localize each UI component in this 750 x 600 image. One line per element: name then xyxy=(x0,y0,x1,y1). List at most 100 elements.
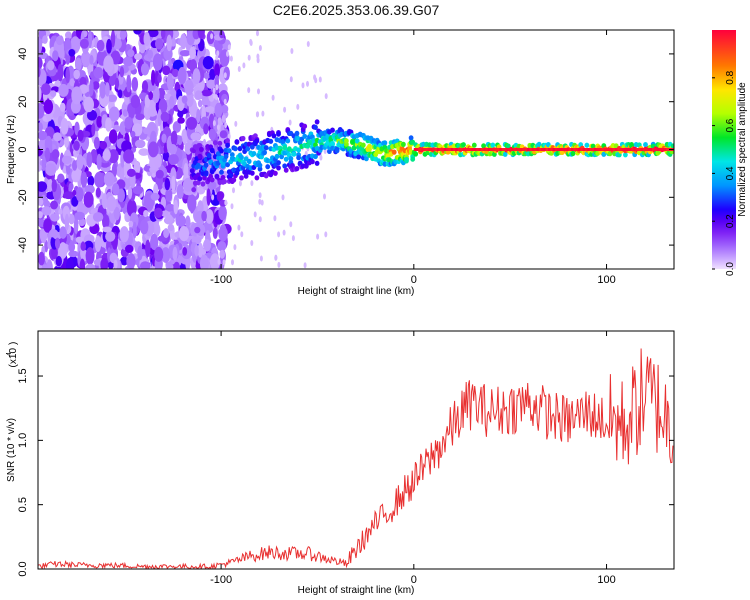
heatmap-noise-cell xyxy=(218,205,227,221)
heatmap-signal-cell xyxy=(443,148,447,151)
heatmap-noise-cell xyxy=(79,258,86,269)
heatmap-signal-cell xyxy=(249,170,255,176)
heatmap-signal-cell xyxy=(288,156,294,162)
heatmap-signal-cell xyxy=(263,145,269,151)
heatmap-noise-cell xyxy=(58,83,69,97)
heatmap-signal-cell xyxy=(208,159,214,165)
heatmap-noise-cell xyxy=(50,90,57,98)
heatmap-noise-cell xyxy=(261,110,265,117)
heatmap-signal-cell xyxy=(538,148,542,151)
heatmap-noise-cell xyxy=(313,74,317,81)
heatmap-signal-cell xyxy=(481,143,486,149)
heatmap-signal-cell xyxy=(522,148,526,151)
heatmap-signal-cell xyxy=(643,142,648,148)
heatmap-signal-cell xyxy=(460,148,464,151)
heatmap-noise-cell xyxy=(164,177,171,191)
heatmap-signal-cell xyxy=(589,148,593,151)
heatmap-signal-cell xyxy=(612,148,616,151)
heatmap-signal-cell xyxy=(478,148,482,151)
heatmap-signal-cell xyxy=(524,148,528,151)
heatmap-noise-cell xyxy=(40,83,51,95)
heatmap-noise-cell xyxy=(38,181,48,192)
heatmap-noise-cell xyxy=(145,239,151,258)
heatmap-signal-cell xyxy=(197,176,203,182)
heatmap-noise-cell xyxy=(237,224,241,231)
heatmap-noise-cell xyxy=(106,94,118,103)
heatmap-noise-cell xyxy=(84,184,95,194)
heatmap-noise-cell xyxy=(81,51,91,67)
heatmap-noise-cell xyxy=(113,206,120,221)
heatmap-signal-cell xyxy=(499,148,503,151)
heatmap-signal-cell xyxy=(624,148,628,151)
heatmap-signal-cell xyxy=(587,148,591,151)
heatmap-signal-cell xyxy=(354,138,360,144)
heatmap-noise-cell xyxy=(160,111,170,122)
heatmap-noise-cell xyxy=(64,213,70,231)
heatmap-noise-cell xyxy=(72,189,77,197)
heatmap-signal-cell xyxy=(492,148,496,151)
heatmap-noise-cell xyxy=(102,226,112,233)
heatmap-signal-cell xyxy=(571,148,575,151)
heatmap-noise-cell xyxy=(85,247,95,265)
heatmap-noise-cell xyxy=(214,102,223,118)
heatmap-signal-cell xyxy=(619,148,623,151)
heatmap-noise-cell xyxy=(209,68,216,81)
line-y-tick-label: 0.0 xyxy=(17,561,29,576)
heatmap-noise-cell xyxy=(154,153,162,168)
heatmap-noise-cell xyxy=(85,263,96,269)
heatmap-noise-cell xyxy=(64,135,69,148)
heatmap-noise-cell xyxy=(168,154,179,165)
heatmap-signal-cell xyxy=(480,148,484,151)
heatmap-y-axis-label: Frequency (Hz) xyxy=(6,115,17,184)
heatmap-noise-cell xyxy=(199,254,209,269)
line-scale-base: (x10 xyxy=(8,348,19,368)
heatmap-noise-cell xyxy=(201,89,213,97)
heatmap-noise-cell xyxy=(127,186,133,200)
heatmap-noise-cell xyxy=(100,257,109,269)
heatmap-noise-cell xyxy=(238,180,242,187)
heatmap-signal-cell xyxy=(629,142,634,148)
heatmap-signal-cell xyxy=(209,147,215,154)
heatmap-noise-cell xyxy=(162,65,171,76)
heatmap-y-tick-label: 20 xyxy=(17,96,29,108)
heatmap-noise-cell xyxy=(38,103,45,119)
heatmap-signal-cell xyxy=(487,148,491,151)
heatmap-noise-cell xyxy=(212,87,216,94)
heatmap-noise-cell xyxy=(194,90,203,101)
heatmap-noise-cell xyxy=(148,91,154,100)
heatmap-noise-cell xyxy=(260,199,264,206)
heatmap-noise-cell xyxy=(256,30,259,37)
heatmap-noise-cell xyxy=(289,76,293,83)
heatmap-noise-cell xyxy=(38,251,45,266)
heatmap-noise-cell xyxy=(259,255,263,262)
heatmap-noise-cell xyxy=(274,254,278,261)
heatmap-noise-cell xyxy=(183,163,189,181)
heatmap-signal-cell xyxy=(282,163,288,169)
heatmap-signal-cell xyxy=(296,147,301,153)
heatmap-signal-cell xyxy=(559,148,563,151)
heatmap-noise-cell xyxy=(76,154,84,170)
heatmap-signal-cell xyxy=(212,140,218,146)
heatmap-signal-cell xyxy=(314,160,320,166)
heatmap-signal-cell xyxy=(453,148,457,151)
heatmap-noise-cell xyxy=(47,60,55,71)
heatmap-noise-cell xyxy=(234,120,238,127)
heatmap-noise-cell xyxy=(43,218,52,233)
heatmap-noise-cell xyxy=(209,253,220,269)
heatmap-signal-cell xyxy=(605,148,609,151)
heatmap-signal-cell xyxy=(476,148,480,151)
heatmap-noise-cell xyxy=(93,259,102,266)
heatmap-noise-cell xyxy=(130,130,136,138)
heatmap-noise-cell xyxy=(59,226,67,239)
heatmap-noise-cell xyxy=(63,191,75,200)
heatmap-signal-cell xyxy=(517,148,521,151)
heatmap-noise-cell xyxy=(52,50,59,62)
heatmap-noise-cell xyxy=(324,93,328,100)
heatmap-noise-cell xyxy=(73,69,80,80)
heatmap-noise-cell xyxy=(323,193,326,200)
heatmap-signal-cell xyxy=(276,165,281,171)
heatmap-signal-cell xyxy=(223,153,229,159)
heatmap-x-tick-label: 0 xyxy=(411,274,417,286)
heatmap-signal-cell xyxy=(191,187,197,193)
heatmap-signal-cell xyxy=(626,148,630,151)
